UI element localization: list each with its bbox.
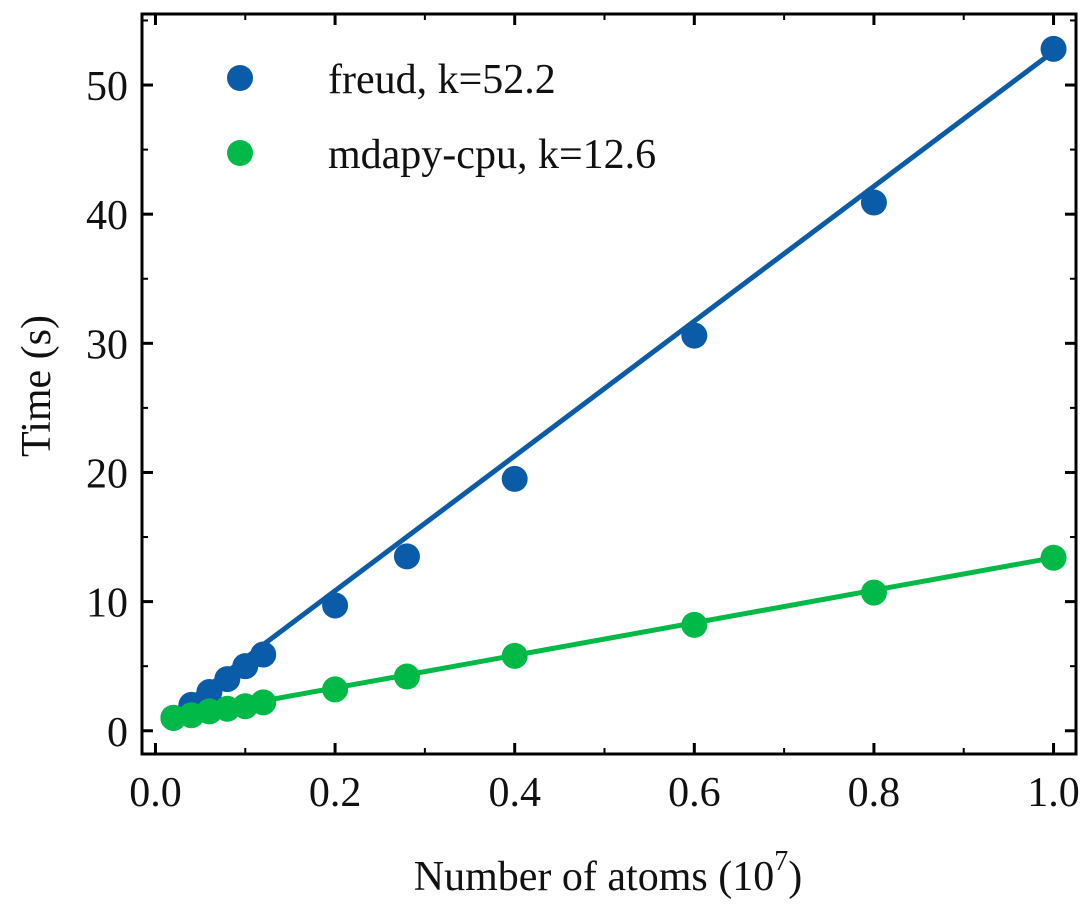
data-point-series-1 — [501, 465, 528, 492]
x-axis-label: Number of atoms (107) — [414, 846, 802, 900]
plot-frame — [140, 12, 1078, 756]
y-tick-label: 30 — [86, 322, 128, 368]
legend: freud, k=52.2 mdapy-cpu, k=12.6 — [227, 57, 656, 178]
data-point-series-1 — [681, 322, 708, 349]
x-axis-label-suffix: ) — [788, 854, 802, 900]
y-tick-label: 10 — [86, 581, 128, 627]
x-axis-label-main: Number of atoms (10 — [414, 854, 774, 900]
x-tick-label: 0.6 — [668, 770, 721, 816]
legend-marker-series-2 — [227, 140, 253, 166]
axis-ticks: 0.0 0.2 0.4 0.6 0.8 1.0 0 10 20 30 40 50 — [86, 14, 1080, 816]
plot-area — [160, 35, 1067, 731]
legend-marker-series-1 — [227, 65, 253, 91]
data-point-series-1 — [860, 189, 887, 216]
x-tick-label: 1.0 — [1027, 770, 1080, 816]
y-tick-label: 40 — [86, 193, 128, 239]
data-point-series-1 — [322, 592, 349, 619]
data-point-series-2 — [681, 611, 708, 638]
data-point-series-1 — [196, 679, 223, 706]
x-tick-label: 0.0 — [129, 770, 182, 816]
data-point-series-2 — [1040, 544, 1067, 571]
x-tick-label: 0.4 — [488, 770, 541, 816]
data-point-series-2 — [250, 689, 277, 716]
fit-line-series-2 — [170, 555, 1057, 720]
y-tick-label: 20 — [86, 451, 128, 497]
data-point-series-1 — [214, 666, 241, 693]
data-point-series-2 — [393, 663, 420, 690]
x-tick-label: 0.2 — [309, 770, 362, 816]
data-point-series-2 — [501, 642, 528, 669]
data-point-series-2 — [860, 579, 887, 606]
data-point-series-1 — [1040, 35, 1067, 62]
legend-label-series-2: mdapy-cpu, k=12.6 — [328, 132, 656, 178]
x-tick-label: 0.8 — [848, 770, 901, 816]
y-axis-label: Time (s) — [14, 315, 60, 457]
x-axis-label-exponent: 7 — [774, 846, 788, 877]
data-point-series-1 — [393, 543, 420, 570]
y-tick-label: 0 — [107, 710, 128, 756]
fit-line-series-1 — [170, 48, 1057, 715]
data-point-series-1 — [250, 641, 277, 668]
y-tick-label: 50 — [86, 64, 128, 110]
data-point-series-2 — [322, 676, 349, 703]
legend-label-series-1: freud, k=52.2 — [328, 57, 556, 103]
